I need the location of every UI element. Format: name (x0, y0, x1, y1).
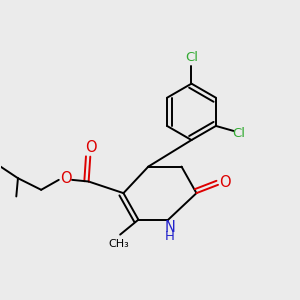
Text: CH₃: CH₃ (108, 239, 129, 249)
Text: N: N (164, 220, 175, 236)
Text: O: O (60, 171, 72, 186)
Text: Cl: Cl (185, 51, 198, 64)
Text: O: O (220, 175, 231, 190)
Text: H: H (165, 230, 175, 243)
Text: Cl: Cl (232, 127, 246, 140)
Text: O: O (85, 140, 97, 155)
